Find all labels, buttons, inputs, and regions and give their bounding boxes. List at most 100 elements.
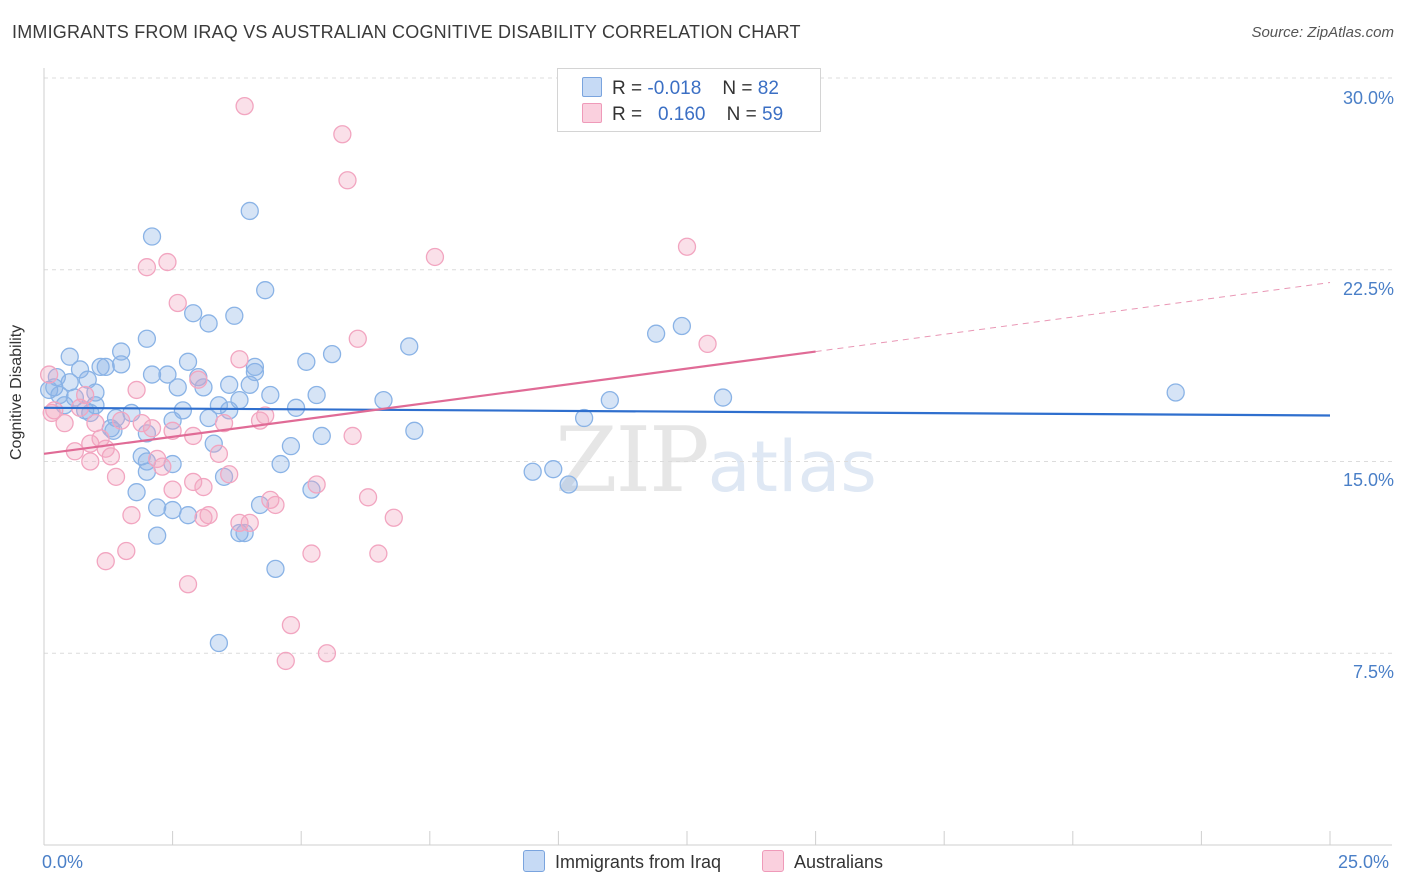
iraq-point [574,408,594,428]
iraq-point [286,398,306,417]
watermark-atlas: atlas [707,426,877,508]
iraq-point [178,506,198,525]
australians-point [137,258,157,277]
iraq-point [230,390,249,410]
australians-point [281,615,301,635]
australians-point [261,490,280,510]
australians-n-value: 59 [762,104,784,125]
iraq-point [163,500,182,520]
y-tick-label: 30.0% [1342,88,1394,108]
australians-point [425,247,445,267]
australians-point [199,506,218,525]
australians-point [101,447,121,466]
iraq-point [250,495,270,515]
legend-item-australians[interactable]: Australians [762,850,883,873]
australians-point [240,513,259,533]
iraq-point [142,365,162,384]
iraq-point [96,357,115,377]
iraq-point [281,437,301,456]
australians-point [220,465,239,484]
australians-point [214,413,234,433]
iraq-point [600,390,619,410]
iraq-point [245,357,265,377]
y-tick-label: 7.5% [1352,662,1394,682]
australians-point [96,552,115,571]
iraq-swatch [582,77,602,97]
iraq-point [91,357,110,377]
iraq-point [523,462,542,481]
australians-point [45,401,64,420]
legend: Immigrants from Iraq Australians [0,850,1406,873]
iraq-point [240,201,259,221]
iraq-point [168,378,187,397]
iraq-point [256,281,275,300]
iraq-point [209,633,229,653]
y-tick-label: 22.5% [1342,279,1394,299]
legend-label-iraq: Immigrants from Iraq [554,852,721,872]
australians-point [677,237,697,256]
iraq-r-value: -0.018 [647,78,702,99]
watermark: ZIPatlas [555,408,877,513]
iraq-point [220,375,239,394]
australians-point [153,457,172,476]
iraq-point [307,385,326,405]
stats-box: R = -0.018 N = 82 R = 0.160 N = 59 [557,68,821,132]
iraq-point [261,385,280,405]
iraq-point [322,344,342,364]
iraq-point [148,526,167,545]
iraq-point [1166,383,1185,402]
legend-swatch-australians [762,850,784,872]
australians-point [168,293,187,313]
australians-point [117,541,136,561]
iraq-point [204,434,223,453]
iraq-point [559,475,578,494]
australians-point [122,506,141,525]
iraq-point [245,362,265,382]
iraq-point [184,304,203,323]
chart-source: Source: ZipAtlas.com [1251,24,1394,41]
australians-point [127,380,146,400]
x-tick-label: 0.0% [42,852,84,872]
australians-point [302,544,321,563]
australians-point [338,171,357,190]
y-tick-label: 15.0% [1342,470,1394,490]
iraq-point [235,523,254,543]
australians-point [333,125,352,144]
iraq-point [646,324,666,343]
australians-point [39,365,59,384]
australians-trend-extension [815,282,1331,353]
australians-point [348,329,367,348]
iraq-point [137,424,157,443]
australians-point [230,513,249,533]
legend-item-iraq[interactable]: Immigrants from Iraq [522,850,721,873]
australians-point [132,413,151,433]
iraq-point [60,347,79,366]
australians-swatch [582,103,602,123]
australians-point [343,426,362,446]
australians-point [55,413,74,433]
iraq-point [173,401,193,420]
iraq-point [302,480,321,499]
australians-point [163,421,182,440]
australians-point [384,508,403,527]
australians-r-value: 0.160 [657,104,706,125]
australians-point [698,334,717,354]
australians-point [106,467,126,486]
australians-point [189,370,208,389]
iraq-point [127,483,146,502]
iraq-point [312,426,331,446]
iraq-point [225,306,244,325]
iraq-point [400,337,419,356]
australians-point [369,544,388,563]
legend-swatch-iraq [522,850,545,872]
iraq-point [112,342,131,361]
australians-point [235,96,254,116]
iraq-point [405,421,424,440]
iraq-point [148,498,167,517]
australians-point [194,477,213,497]
stats-row-australians: R = 0.160 N = 59 [582,103,783,126]
iraq-point [178,352,198,371]
australians-point [307,475,326,494]
australians-point [230,350,249,369]
